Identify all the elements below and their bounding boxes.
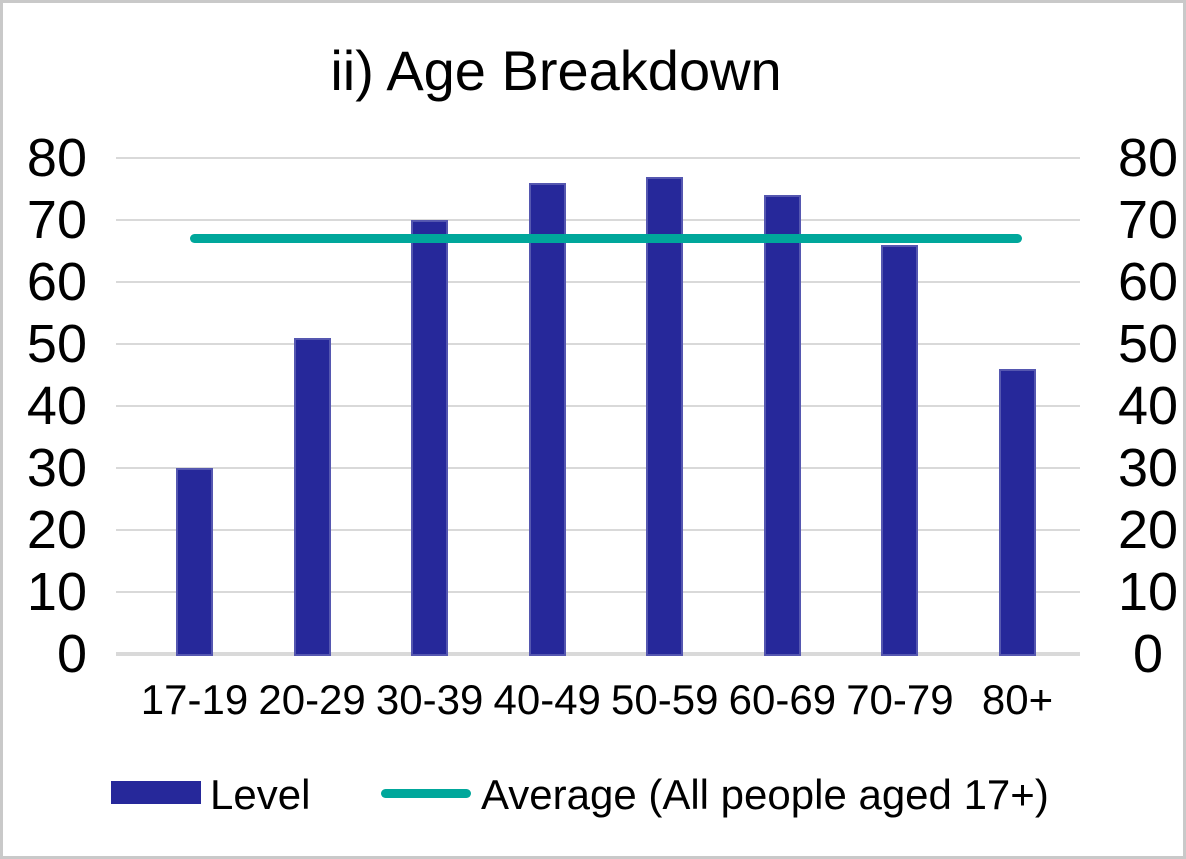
y-axis-label-left: 20 <box>26 500 87 560</box>
bar <box>763 195 801 656</box>
chart-title: ii) Age Breakdown <box>330 39 782 102</box>
y-axis-label-right: 80 <box>1117 128 1179 188</box>
bar <box>293 337 331 656</box>
average-line <box>190 234 1022 244</box>
gridline <box>116 529 1080 531</box>
y-axis-label-right: 10 <box>1117 562 1179 622</box>
y-axis-label-left: 50 <box>26 314 87 374</box>
bar <box>881 244 919 656</box>
gridline <box>116 405 1080 407</box>
y-axis-label-left: 0 <box>56 624 87 684</box>
y-axis-label-right: 70 <box>1117 190 1179 250</box>
legend-line-swatch <box>381 789 471 798</box>
y-axis-label-left: 60 <box>26 252 87 312</box>
y-axis-label-left: 10 <box>26 562 87 622</box>
legend-label-level: Level <box>210 771 311 818</box>
bar <box>998 368 1036 656</box>
gridline <box>116 157 1080 159</box>
bar <box>528 182 566 656</box>
x-axis-label: 80+ <box>981 676 1054 723</box>
gridline <box>116 219 1080 221</box>
y-axis-label-left: 30 <box>26 438 87 498</box>
x-axis-label: 20-29 <box>258 676 366 723</box>
y-axis-label-left: 40 <box>26 376 87 436</box>
bar <box>411 220 449 656</box>
y-axis-label-right: 0 <box>1132 624 1164 684</box>
bar <box>646 176 684 656</box>
gridline <box>116 591 1080 593</box>
bar <box>176 468 213 656</box>
y-axis-label-right: 60 <box>1117 252 1179 312</box>
gridline <box>116 281 1080 283</box>
x-axis-label: 17-19 <box>140 676 249 723</box>
gridline <box>116 343 1080 345</box>
y-axis-label-left: 70 <box>26 190 87 250</box>
x-axis-label: 70-79 <box>846 676 954 723</box>
y-axis-label-left: 80 <box>26 128 87 188</box>
x-axis-line <box>116 652 1080 656</box>
y-axis-label-right: 40 <box>1117 376 1179 436</box>
legend-bar-swatch <box>111 781 201 804</box>
x-axis-label: 50-59 <box>611 676 719 723</box>
y-axis-label-right: 20 <box>1117 500 1179 560</box>
legend-label-average: Average (All people aged 17+) <box>481 771 1049 818</box>
x-axis-label: 60-69 <box>728 676 837 723</box>
y-axis-label-right: 30 <box>1117 438 1179 498</box>
gridline <box>116 467 1080 469</box>
y-axis-label-right: 50 <box>1117 314 1179 374</box>
x-axis-label: 40-49 <box>493 676 601 723</box>
x-axis-label: 30-39 <box>375 676 484 723</box>
